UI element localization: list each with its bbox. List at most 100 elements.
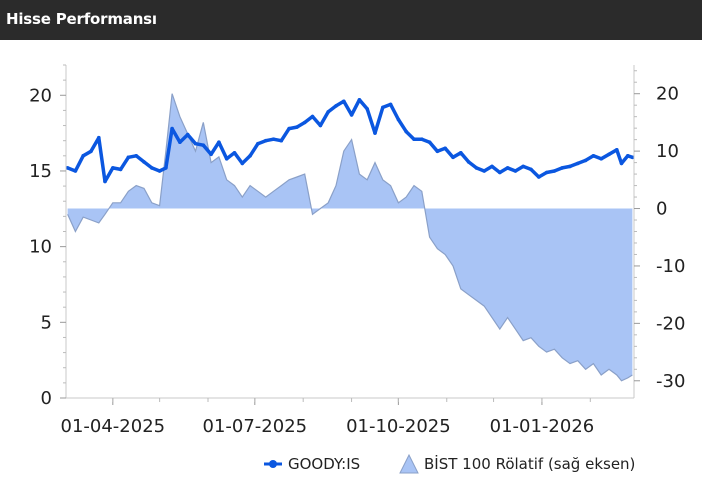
price-point [420, 137, 424, 141]
price-point [111, 166, 115, 170]
price-point [279, 138, 284, 143]
right-tick-label: 20 [656, 84, 679, 105]
price-point [529, 167, 533, 172]
price-point [232, 151, 237, 155]
price-point [157, 169, 162, 173]
legend-label-relative: BİST 100 Rölatif (sağ eksen) [424, 454, 635, 473]
price-point [185, 132, 190, 137]
price-point [505, 166, 510, 170]
legend-relative-triangle-icon [399, 453, 419, 474]
page-title: Hisse Performansı [6, 10, 157, 28]
price-point [118, 167, 123, 172]
price-point [164, 166, 168, 170]
price-point [626, 154, 630, 158]
price-point [256, 141, 260, 146]
price-point [287, 126, 291, 131]
price-point [97, 135, 101, 140]
legend: GOODY:IS BİST 100 Rölatif (sağ eksen) [264, 453, 635, 474]
price-point [521, 164, 525, 169]
price-point [263, 138, 268, 143]
price-point [248, 154, 252, 158]
right-tick-label: -10 [656, 256, 685, 277]
price-point [318, 123, 323, 128]
x-tick-label: 01-04-2025 [61, 416, 166, 437]
right-tick-label: -30 [656, 371, 685, 392]
price-point [435, 149, 440, 154]
price-point [65, 166, 70, 170]
price-point [217, 140, 221, 144]
price-point [178, 140, 182, 144]
performance-chart: 0 5 10 15 20 -30 -20 -10 0 10 20 01-04-2025 01-07-20… [29, 64, 685, 474]
price-point [334, 104, 338, 108]
price-point [373, 131, 377, 135]
price-point [466, 160, 471, 164]
price-point [224, 157, 229, 161]
price-point [404, 129, 409, 134]
axes-layer: 0 5 10 15 20 -30 -20 -10 0 10 20 01-04-2025 01-07-20… [29, 64, 685, 437]
x-tick-label: 01-01-2026 [490, 416, 595, 437]
price-point [170, 126, 174, 131]
price-point [142, 160, 146, 164]
price-point [412, 137, 416, 141]
price-point [619, 161, 624, 166]
x-tick-label: 01-07-2025 [203, 416, 308, 437]
price-point [498, 170, 502, 175]
relative-area-outline [67, 93, 633, 382]
price-point [271, 137, 276, 141]
price-point [365, 107, 370, 111]
left-tick-label: 10 [29, 237, 52, 258]
price-point [240, 161, 245, 166]
price-point [201, 143, 206, 147]
price-point [427, 140, 432, 144]
price-point [451, 155, 455, 160]
price-point [81, 154, 85, 158]
price-point [150, 166, 154, 170]
price-point [583, 158, 588, 163]
price-line-layer [65, 98, 635, 184]
left-tick-label: 0 [41, 388, 52, 409]
price-point [615, 148, 619, 152]
price-point [209, 152, 213, 157]
price-point [396, 117, 401, 122]
price-point [482, 169, 487, 173]
relative-area-layer [67, 93, 633, 382]
price-point [342, 99, 346, 104]
price-point [349, 113, 354, 117]
price-point [599, 157, 603, 161]
price-point [443, 146, 448, 151]
left-tick-label: 15 [29, 161, 52, 182]
header-bar: Hisse Performansı [0, 0, 702, 40]
legend-label-goody: GOODY:IS [288, 455, 360, 473]
left-tick-label: 20 [29, 85, 52, 106]
price-point [591, 154, 596, 158]
price-point [459, 151, 463, 155]
price-point [134, 154, 138, 158]
price-point [544, 170, 549, 175]
price-point [576, 161, 580, 166]
price-point [537, 175, 541, 179]
price-point [568, 164, 572, 169]
right-tick-label: 0 [656, 199, 667, 220]
price-point [193, 141, 198, 146]
price-point [310, 114, 315, 119]
price-point [357, 98, 362, 102]
price-point [630, 155, 635, 160]
relative-area-fill [67, 93, 633, 381]
price-point [302, 120, 307, 125]
price-point [388, 102, 393, 107]
price-point [513, 169, 518, 173]
right-tick-label: -20 [656, 313, 685, 334]
price-point [474, 166, 479, 170]
price-point [126, 155, 131, 160]
price-point [490, 164, 494, 169]
left-tick-label: 5 [41, 312, 52, 333]
price-point [103, 179, 107, 184]
legend-price-dot-icon [269, 460, 277, 468]
price-point [381, 105, 385, 110]
price-point [607, 152, 611, 157]
price-point [295, 125, 299, 129]
price-point [560, 166, 564, 170]
price-point [326, 110, 331, 114]
right-tick-label: 10 [656, 141, 679, 162]
x-tick-label: 01-10-2025 [346, 416, 451, 437]
